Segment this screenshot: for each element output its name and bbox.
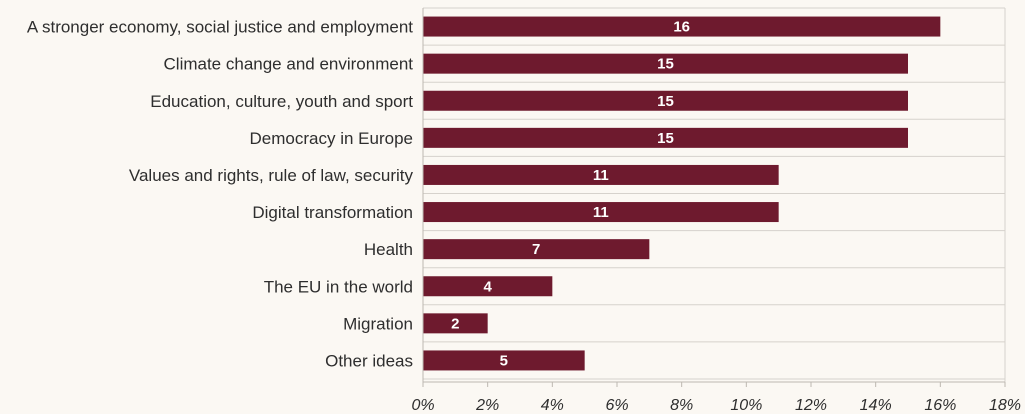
x-tick-label: 4% xyxy=(541,397,564,414)
bar xyxy=(423,350,585,371)
category-label: A stronger economy, social justice and e… xyxy=(27,18,413,37)
bar xyxy=(423,276,553,297)
x-tick-label: 0% xyxy=(411,397,434,414)
x-tick-label: 6% xyxy=(605,397,628,414)
x-axis: 0% 2% 4% 6% 8% 10% 12% 14% 16% 18% xyxy=(411,8,1021,414)
category-label: Education, culture, youth and sport xyxy=(150,92,413,111)
bar-value-label: 11 xyxy=(593,167,609,184)
x-tick-label: 16% xyxy=(924,397,956,414)
bar xyxy=(423,53,908,74)
bar-value-label: 2 xyxy=(451,315,459,332)
category-label: Health xyxy=(364,240,413,259)
bar-value-label: 16 xyxy=(673,19,690,36)
bar xyxy=(423,90,908,111)
x-tick-label: 2% xyxy=(475,397,499,414)
grid-layer xyxy=(423,7,1006,382)
x-tick-label: 10% xyxy=(730,397,762,414)
bar-value-label: 4 xyxy=(483,278,492,295)
x-tick-label: 18% xyxy=(989,397,1021,414)
bar xyxy=(423,202,779,223)
category-label: Other ideas xyxy=(325,351,413,370)
category-label: Values and rights, rule of law, security xyxy=(129,166,414,185)
bar xyxy=(423,164,779,185)
category-label: Migration xyxy=(343,314,413,333)
bar xyxy=(423,127,908,148)
x-tick-label: 14% xyxy=(860,397,892,414)
bar xyxy=(423,239,650,260)
category-label: Digital transformation xyxy=(252,203,413,222)
x-tick-label: 12% xyxy=(795,397,827,414)
category-label: The EU in the world xyxy=(264,277,413,296)
bar xyxy=(423,16,941,37)
category-label: Democracy in Europe xyxy=(250,129,413,148)
category-label: Climate change and environment xyxy=(164,55,414,74)
bar xyxy=(423,313,488,334)
bar-value-label: 7 xyxy=(532,241,540,258)
bar-value-label: 15 xyxy=(657,93,674,110)
category-label-layer: A stronger economy, social justice and e… xyxy=(27,18,414,371)
bar-value-label: 5 xyxy=(500,352,508,369)
x-tick-label: 8% xyxy=(670,397,693,414)
bar-value-label: 15 xyxy=(657,56,674,73)
bar-value-label: 15 xyxy=(657,130,674,147)
bar-value-label: 11 xyxy=(593,204,609,221)
bar-layer: 16 15 15 15 11 11 7 4 2 5 xyxy=(423,16,941,371)
